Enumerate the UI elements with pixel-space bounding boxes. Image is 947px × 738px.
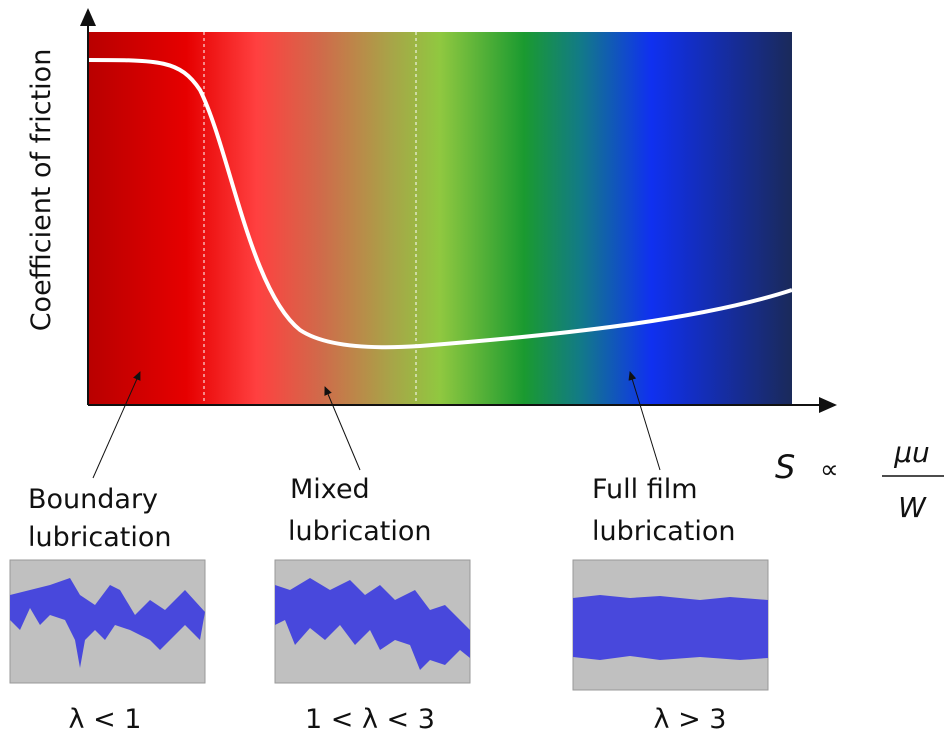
- formula-relation: ∝: [820, 455, 839, 485]
- diagram: Coefficient of friction S ∝ μu W Boundar…: [0, 0, 947, 738]
- lambda-condition: λ < 1: [69, 704, 142, 735]
- region-label: Mixed: [290, 474, 370, 505]
- formula-symbol: S: [775, 448, 795, 486]
- lambda-condition: λ > 3: [654, 704, 727, 735]
- formula-numerator: μu: [893, 436, 930, 469]
- region-label: Full film: [592, 474, 698, 505]
- region-label: Boundary: [28, 484, 158, 515]
- lambda-condition: 1 < λ < 3: [305, 704, 435, 735]
- region-label: lubrication: [288, 516, 431, 547]
- y-axis-label: Coefficient of friction: [26, 49, 57, 332]
- regime-gradient: [88, 32, 792, 405]
- formula-denominator: W: [898, 491, 927, 524]
- region-label: lubrication: [592, 516, 735, 547]
- film-profile: [573, 595, 768, 660]
- region-label: lubrication: [28, 522, 171, 553]
